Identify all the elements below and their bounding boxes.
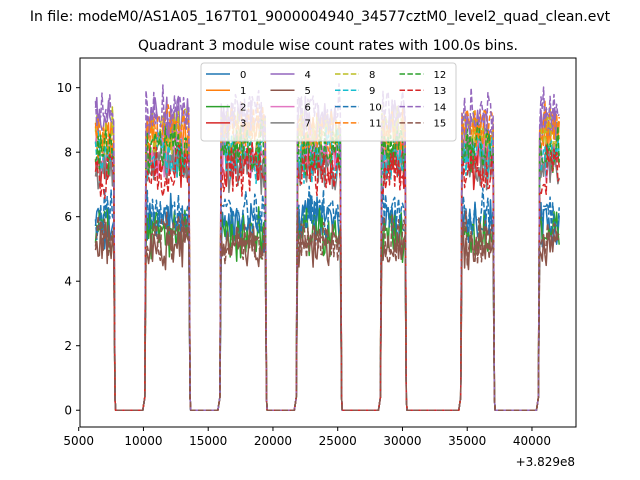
legend-label: 13 bbox=[434, 86, 447, 97]
legend-label: 0 bbox=[240, 70, 246, 81]
y-tick-label: 2 bbox=[64, 339, 72, 353]
legend-label: 11 bbox=[369, 119, 382, 130]
legend-label: 3 bbox=[240, 119, 246, 130]
series-line-5 bbox=[94, 220, 560, 411]
x-tick-label: 35000 bbox=[448, 434, 486, 448]
series-line-10 bbox=[94, 185, 560, 411]
x-tick-label: 20000 bbox=[254, 434, 292, 448]
legend-label: 2 bbox=[240, 102, 246, 113]
series-line-12 bbox=[94, 119, 560, 411]
legend-label: 7 bbox=[305, 119, 311, 130]
legend-label: 1 bbox=[240, 86, 246, 97]
x-tick-label: 5000 bbox=[63, 434, 94, 448]
x-tick-label: 15000 bbox=[189, 434, 227, 448]
legend-label: 9 bbox=[369, 86, 375, 97]
x-offset-label: +3.829e8 bbox=[516, 455, 575, 469]
y-tick-label: 10 bbox=[57, 81, 72, 95]
series-line-13 bbox=[94, 142, 560, 411]
legend-label: 8 bbox=[369, 70, 375, 81]
x-tick-label: 25000 bbox=[319, 434, 357, 448]
x-tick-label: 30000 bbox=[383, 434, 421, 448]
file-title: In file: modeM0/AS1A05_167T01_9000004940… bbox=[30, 9, 611, 25]
chart-title: Quadrant 3 module wise count rates with … bbox=[138, 38, 518, 54]
y-tick-label: 0 bbox=[64, 404, 72, 418]
plot-frame bbox=[79, 57, 577, 428]
y-tick-label: 8 bbox=[64, 146, 72, 160]
legend-label: 4 bbox=[305, 70, 311, 81]
x-tick-label: 40000 bbox=[513, 434, 551, 448]
y-tick-label: 4 bbox=[64, 275, 72, 289]
y-tick-label: 6 bbox=[64, 210, 72, 224]
legend-label: 6 bbox=[305, 102, 311, 113]
legend-label: 15 bbox=[434, 119, 447, 130]
legend-box bbox=[200, 62, 457, 142]
x-tick-label: 10000 bbox=[124, 434, 162, 448]
axis-layer: 5000 10000 15000 20000 25000 30000 35000 40000 0… bbox=[57, 81, 551, 448]
legend-label: 14 bbox=[434, 102, 447, 113]
series-line-15 bbox=[94, 210, 560, 411]
legend-label: 10 bbox=[369, 102, 382, 113]
legend-label: 5 bbox=[305, 86, 311, 97]
legend-label: 12 bbox=[434, 70, 447, 81]
